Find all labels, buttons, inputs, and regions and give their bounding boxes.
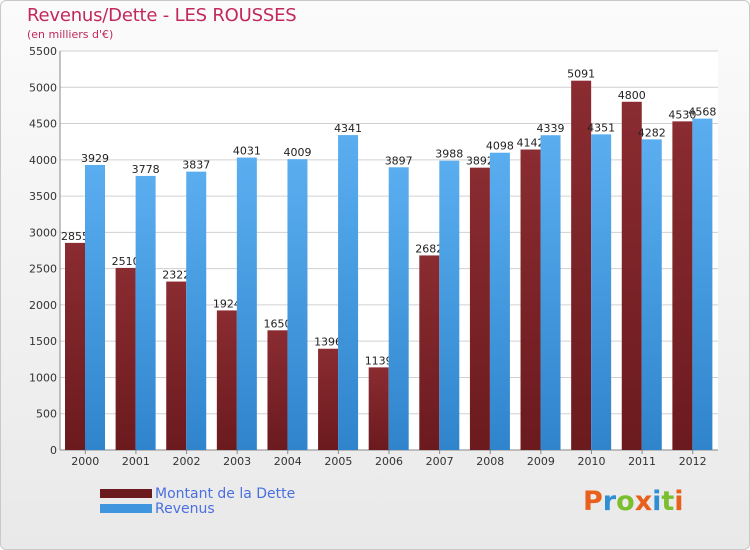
- revenue-bar: [287, 159, 308, 450]
- debt-value-label: 2855: [61, 230, 89, 243]
- revenue-bar: [338, 135, 359, 450]
- debt-bar: [672, 121, 693, 451]
- revenue-bar: [692, 118, 713, 450]
- x-tick-label: 2010: [577, 455, 605, 468]
- y-tick-label: 1500: [29, 335, 57, 348]
- debt-bar: [419, 255, 440, 450]
- debt-value-label: 4142: [517, 137, 545, 150]
- debt-bar: [65, 242, 85, 450]
- debt-value-label: 5091: [567, 68, 595, 81]
- revenue-bar: [186, 171, 207, 450]
- logo-letter: t: [661, 486, 675, 517]
- revenue-value-label: 3929: [81, 152, 109, 165]
- revenue-value-label: 3778: [132, 163, 160, 176]
- x-tick-label: 2001: [122, 455, 150, 468]
- revenue-bar: [489, 152, 510, 450]
- revenue-bar: [641, 139, 662, 451]
- debt-value-label: 2510: [112, 255, 140, 268]
- revenue-bar: [236, 157, 257, 450]
- revenue-value-label: 3897: [385, 154, 413, 167]
- revenue-value-label: 4031: [233, 145, 261, 158]
- revenue-value-label: 4339: [537, 122, 565, 135]
- x-tick-label: 2003: [223, 455, 251, 468]
- y-tick-label: 0: [50, 444, 57, 457]
- debt-bar: [166, 281, 187, 450]
- debt-value-label: 1396: [314, 336, 342, 349]
- debt-bar: [115, 267, 136, 450]
- debt-bar: [520, 149, 541, 450]
- x-tick-label: 2008: [476, 455, 504, 468]
- debt-value-label: 4530: [668, 108, 696, 121]
- revenue-bar: [439, 160, 460, 450]
- y-tick-label: 4000: [29, 154, 57, 167]
- revenue-value-label: 4351: [587, 121, 615, 134]
- legend-swatch-revenue: [100, 504, 152, 513]
- revenue-bar: [135, 175, 156, 450]
- logo-letter: i: [674, 486, 684, 517]
- logo-letter: o: [616, 486, 635, 517]
- y-tick-label: 3500: [29, 190, 57, 203]
- y-tick-label: 4500: [29, 118, 57, 131]
- debt-bar: [318, 348, 339, 450]
- proxiti-logo: Proxiti: [583, 486, 684, 517]
- chart-subtitle: (en milliers d'€): [27, 28, 114, 41]
- debt-value-label: 1139: [365, 354, 393, 367]
- debt-bar: [469, 167, 490, 451]
- y-tick-label: 5000: [29, 81, 57, 94]
- y-tick-label: 3000: [29, 226, 57, 239]
- x-tick-label: 2000: [71, 455, 99, 468]
- revenue-value-label: 4568: [688, 106, 716, 119]
- chart-title: Revenus/Dette - LES ROUSSES: [27, 5, 297, 26]
- x-tick-label: 2005: [324, 455, 352, 468]
- x-tick-label: 2002: [173, 455, 201, 468]
- logo-letter: P: [583, 486, 603, 517]
- revenue-bar: [85, 164, 105, 450]
- revenue-value-label: 4341: [334, 122, 362, 135]
- legend-label-revenue: Revenus: [155, 501, 215, 517]
- revenue-value-label: 4098: [486, 140, 514, 153]
- debt-value-label: 2682: [415, 242, 443, 255]
- logo-letter: x: [634, 486, 653, 517]
- debt-value-label: 4800: [618, 89, 646, 102]
- y-tick-label: 500: [36, 408, 57, 421]
- x-tick-label: 2011: [628, 455, 656, 468]
- legend-label-debt: Montant de la Dette: [155, 486, 296, 502]
- debt-bar: [368, 367, 389, 450]
- debt-value-label: 1650: [263, 317, 291, 330]
- x-tick-label: 2004: [274, 455, 302, 468]
- revenue-value-label: 4009: [283, 146, 311, 159]
- debt-value-label: 1924: [213, 297, 241, 310]
- debt-value-label: 2322: [162, 269, 190, 282]
- x-tick-label: 2009: [527, 455, 555, 468]
- revenue-value-label: 4282: [638, 126, 666, 139]
- revenue-value-label: 3988: [435, 148, 463, 161]
- debt-bar: [267, 330, 288, 450]
- revenue-bar: [591, 134, 612, 450]
- revenue-bar: [540, 135, 561, 450]
- debt-bar: [621, 101, 642, 451]
- debt-bar: [216, 310, 237, 450]
- debt-value-label: 3892: [466, 155, 494, 168]
- y-tick-label: 2000: [29, 299, 57, 312]
- revenue-value-label: 3837: [182, 159, 210, 172]
- revenue-bar: [388, 167, 409, 451]
- y-tick-label: 2500: [29, 263, 57, 276]
- y-tick-label: 5500: [29, 45, 57, 58]
- x-tick-label: 2012: [679, 455, 707, 468]
- x-tick-label: 2007: [426, 455, 454, 468]
- logo-letter: r: [602, 486, 617, 517]
- y-tick-label: 1000: [29, 371, 57, 384]
- legend-swatch-debt: [100, 489, 152, 498]
- x-tick-label: 2006: [375, 455, 403, 468]
- debt-bar: [571, 80, 592, 451]
- logo-letter: i: [652, 486, 662, 517]
